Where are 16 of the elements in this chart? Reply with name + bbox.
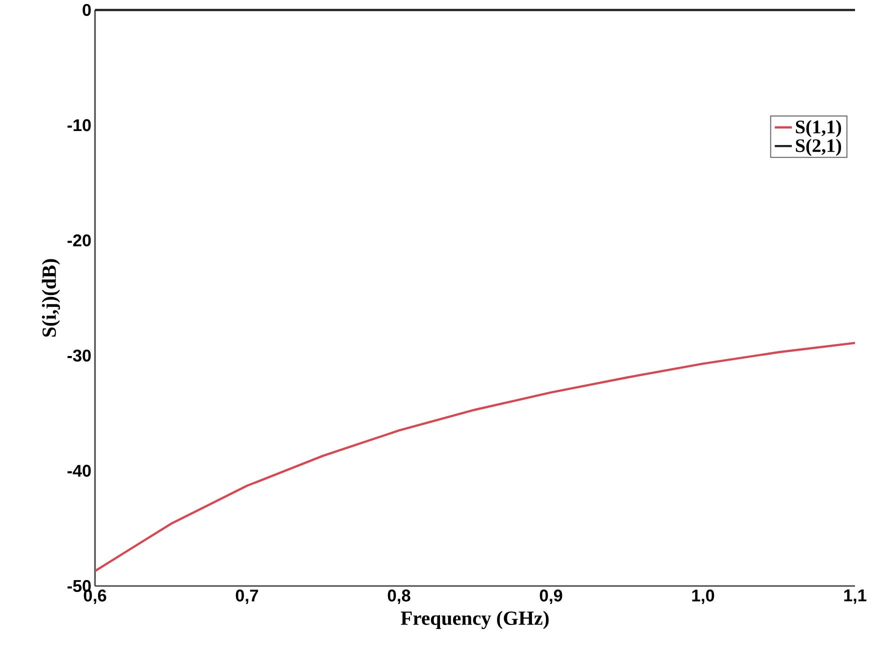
- x-tick-label: 1,1: [844, 590, 866, 604]
- y-tick-label: 0: [82, 4, 91, 16]
- y-tick-label: -30: [68, 350, 91, 362]
- x-tick-label: 1,0: [692, 590, 714, 604]
- y-tick-label: -10: [68, 119, 91, 132]
- x-axis-title: Frequency (GHz): [400, 610, 549, 630]
- line-series: [94, 342, 856, 572]
- x-tick-label: 0,6: [84, 590, 106, 604]
- y-axis-title: S(i,j)(dB): [42, 259, 60, 337]
- y-tick-label: -20: [68, 234, 91, 246]
- y-tick-label: -40: [68, 464, 91, 477]
- x-tick-label: 0,9: [540, 590, 562, 604]
- legend-label: S(1,1): [796, 120, 842, 138]
- legend-label: S(2,1): [796, 138, 842, 156]
- x-tick-label: 0,7: [236, 590, 258, 604]
- x-tick-label: 0,8: [388, 590, 410, 604]
